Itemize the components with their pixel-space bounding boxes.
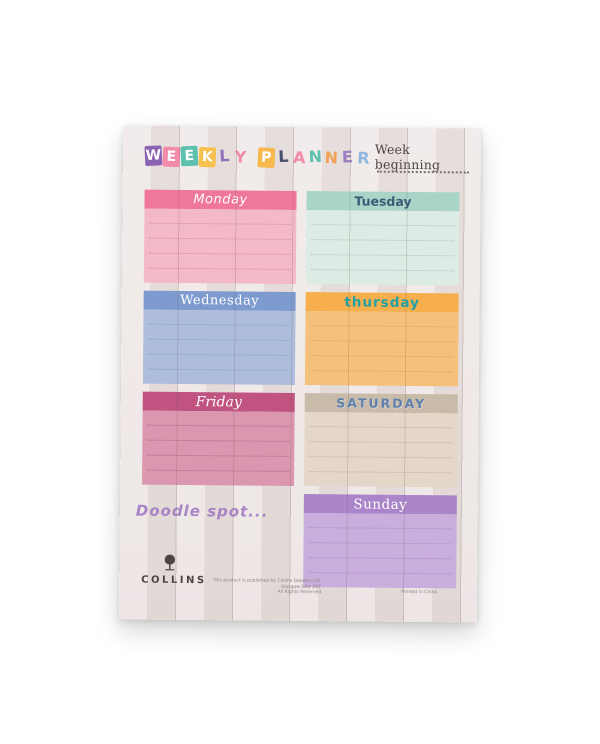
title-letter: R — [356, 148, 370, 168]
ruled-line — [148, 323, 291, 326]
title-letter: E — [162, 146, 181, 168]
ruled-line — [148, 368, 291, 371]
ruled-line — [149, 222, 292, 225]
title-letter: N — [324, 147, 339, 168]
day-writing-area — [142, 410, 295, 486]
day-writing-area — [305, 210, 460, 286]
title-letter: W — [144, 145, 163, 167]
ruled-line — [147, 469, 290, 472]
collins-logo: COLLINS — [141, 554, 207, 587]
ruled-line — [308, 572, 452, 575]
day-section-saturday: SATURDAY — [304, 393, 458, 488]
day-writing-area — [142, 309, 296, 385]
ruled-line — [148, 353, 291, 356]
printed-note: Printed in China — [401, 589, 438, 596]
ruled-line — [311, 254, 455, 257]
day-section-sunday: Sunday — [303, 494, 457, 589]
ruled-line — [147, 439, 290, 442]
ruled-line — [310, 340, 454, 343]
ruled-line — [149, 237, 292, 240]
week-beginning-dotted-line — [376, 170, 469, 174]
ruled-line — [309, 441, 453, 444]
ruled-line — [308, 542, 452, 545]
title-letter: L — [218, 146, 230, 166]
ruled-line — [149, 252, 292, 255]
day-writing-area — [143, 208, 297, 284]
title-letter: K — [198, 146, 217, 168]
ruled-line — [311, 224, 455, 227]
title-letter — [248, 146, 257, 166]
title-letter: L — [277, 146, 289, 167]
ruled-line — [148, 267, 291, 270]
title-letter: P — [257, 147, 276, 169]
day-header: Wednesday — [143, 290, 296, 311]
day-name-label: Friday — [195, 393, 242, 410]
day-header: Friday — [142, 391, 295, 412]
tree-icon — [164, 554, 175, 571]
day-section-friday: Friday — [142, 391, 295, 486]
fine-print-line2: All Rights Reserved — [277, 589, 322, 596]
ruled-line — [147, 454, 290, 457]
day-name-label: Wednesday — [180, 292, 260, 309]
ruled-line — [309, 426, 453, 429]
ruled-line — [311, 239, 455, 242]
day-header: SATURDAY — [304, 393, 458, 414]
day-name-label: Monday — [193, 192, 248, 208]
fine-print: This product is published by Collins Deb… — [199, 578, 322, 596]
doodle-spot-label: Doodle spot... — [135, 501, 269, 521]
ruled-line — [310, 269, 454, 272]
title-letter: Y — [234, 147, 247, 167]
day-writing-area — [303, 513, 457, 589]
day-header: Monday — [144, 189, 297, 210]
ruled-line — [308, 557, 452, 560]
title-letter: E — [341, 147, 354, 167]
day-section-wednesday: Wednesday — [142, 290, 296, 385]
ruled-line — [310, 370, 454, 373]
week-beginning-label: Week beginning — [374, 141, 441, 173]
day-section-thursday: thursday — [304, 292, 459, 387]
ruled-line — [147, 424, 290, 427]
day-writing-area — [304, 311, 459, 387]
ruled-line — [148, 338, 291, 341]
ruled-line — [308, 527, 452, 530]
day-header: Tuesday — [306, 191, 460, 212]
day-section-tuesday: Tuesday — [305, 191, 460, 286]
day-name-label: Tuesday — [354, 193, 412, 209]
day-header: Sunday — [303, 494, 457, 515]
brand-name: COLLINS — [141, 574, 207, 587]
ruled-line — [310, 355, 454, 358]
day-grid: Monday Tuesday Wednesday thursday Friday — [141, 189, 460, 589]
day-section-monday: Monday — [143, 189, 297, 284]
day-writing-area — [304, 412, 458, 488]
ruled-line — [309, 456, 453, 459]
day-name-label: thursday — [344, 293, 420, 311]
title-letter: A — [292, 147, 306, 168]
fine-print-line1: This product is published by Collins Deb… — [212, 578, 322, 590]
day-header: thursday — [305, 292, 459, 313]
ruled-line — [310, 325, 454, 328]
day-name-label: SATURDAY — [336, 395, 427, 412]
day-name-label: Sunday — [353, 495, 408, 513]
title-letter: E — [180, 145, 199, 167]
title-letter: N — [308, 146, 323, 167]
ruled-line — [309, 471, 453, 474]
